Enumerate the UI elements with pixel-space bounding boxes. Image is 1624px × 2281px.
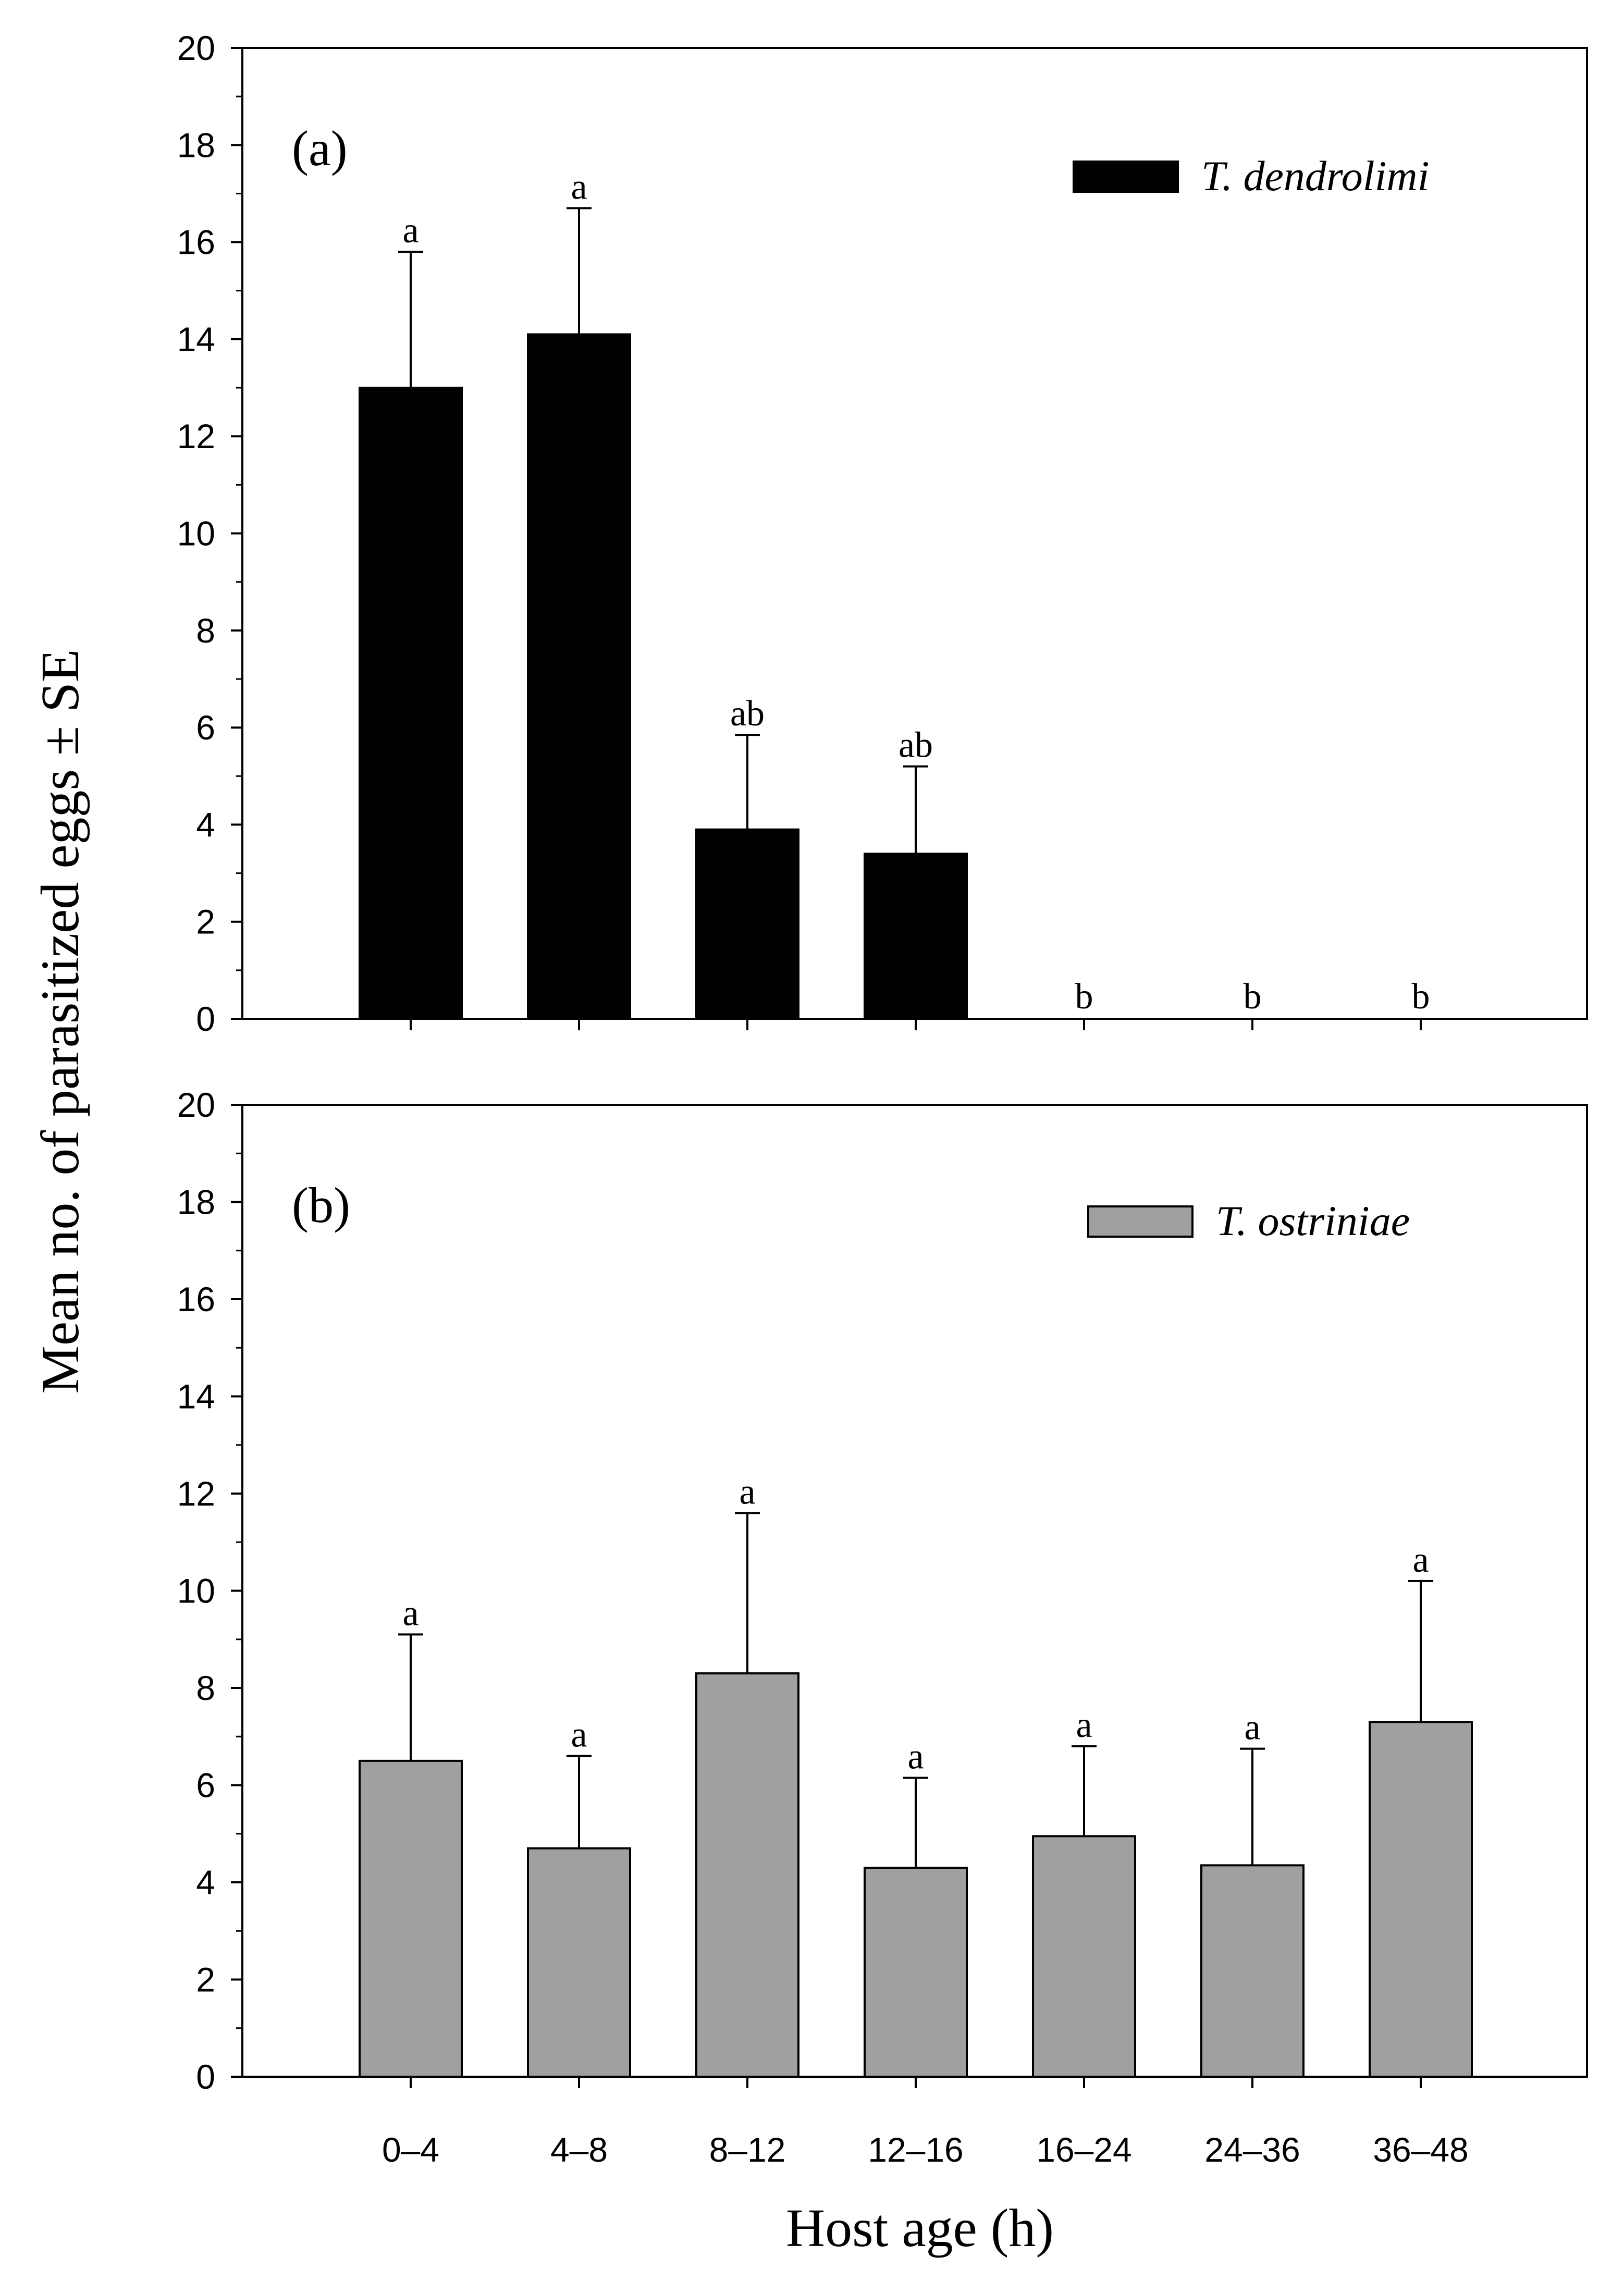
- panel-a: 0 2 4 6 8 10 12 14 16 18 20 a a ab ab b b b (a) T. dendroli…: [177, 29, 1588, 1038]
- y-tick-label-b-6: 12: [177, 1474, 215, 1513]
- x-tick-label-1: 4–8: [550, 2130, 608, 2169]
- y-tick-label-a-3: 6: [196, 708, 215, 747]
- x-tick-label-4: 16–24: [1036, 2130, 1132, 2169]
- legend-swatch-b: [1087, 1205, 1194, 1238]
- y-tick-label-a-6: 12: [177, 417, 215, 455]
- y-tick-label-a-0: 0: [196, 1000, 215, 1038]
- significance-letter-b-5: a: [1244, 1708, 1260, 1748]
- significance-letter-b-6: a: [1412, 1540, 1429, 1580]
- y-tick-label-b-0: 0: [196, 2057, 215, 2096]
- significance-letter-a-4: b: [1075, 977, 1093, 1017]
- significance-letter-a-1: a: [571, 167, 587, 207]
- significance-letter-a-0: a: [402, 211, 419, 251]
- panel-label-a: (a): [292, 120, 348, 176]
- y-tick-label-a-5: 10: [177, 514, 215, 553]
- y-tick-label-b-2: 4: [196, 1863, 215, 1902]
- x-tick-label-6: 36–48: [1373, 2130, 1469, 2169]
- y-tick-label-b-4: 8: [196, 1669, 215, 1707]
- bar-b-6: [1369, 1721, 1473, 2078]
- x-tick-label-0: 0–4: [382, 2130, 439, 2169]
- significance-letter-b-4: a: [1076, 1705, 1092, 1745]
- bar-a-1: [527, 333, 631, 1020]
- legend-swatch-a: [1073, 161, 1179, 193]
- y-tick-label-a-1: 2: [196, 903, 215, 941]
- y-tick-label-a-7: 14: [177, 320, 215, 359]
- bar-b-2: [695, 1672, 799, 2078]
- significance-letter-b-2: a: [739, 1472, 755, 1512]
- significance-letter-a-5: b: [1244, 977, 1262, 1017]
- significance-letter-a-2: ab: [730, 694, 765, 734]
- y-tick-label-b-10: 20: [177, 1086, 215, 1124]
- significance-letter-b-0: a: [402, 1593, 419, 1633]
- y-tick-label-a-9: 18: [177, 126, 215, 164]
- bar-b-5: [1200, 1864, 1305, 2078]
- legend-label-a: T. dendrolimi: [1201, 152, 1429, 200]
- bar-b-1: [527, 1847, 631, 2078]
- y-tick-label-b-9: 18: [177, 1183, 215, 1222]
- y-axis-title: Mean no. of parasitized eggs ± SE: [30, 649, 90, 1394]
- y-tick-label-a-2: 4: [196, 805, 215, 844]
- y-tick-label-b-5: 10: [177, 1572, 215, 1610]
- bar-b-3: [864, 1867, 968, 2078]
- y-tick-label-a-8: 16: [177, 223, 215, 262]
- y-tick-label-a-4: 8: [196, 611, 215, 650]
- x-tick-label-3: 12–16: [868, 2130, 964, 2169]
- bar-b-4: [1032, 1835, 1136, 2078]
- y-tick-label-b-3: 6: [196, 1766, 215, 1805]
- y-tick-label-b-8: 16: [177, 1280, 215, 1318]
- significance-letter-b-1: a: [571, 1715, 587, 1755]
- bar-b-0: [359, 1759, 463, 2078]
- legend-label-b: T. ostriniae: [1216, 1197, 1410, 1244]
- panel-label-b: (b): [292, 1177, 350, 1233]
- y-tick-label-a-10: 20: [177, 29, 215, 67]
- bar-a-0: [359, 387, 463, 1020]
- panel-b: 0 2 4 6 8 10 12 14 16 18 20 a 0–4 a 4–8 a 8–12 a 12–16 a 16–…: [177, 1086, 1588, 2169]
- y-tick-label-b-1: 2: [196, 1961, 215, 1999]
- y-tick-label-b-7: 14: [177, 1377, 215, 1416]
- significance-letter-a-6: b: [1412, 977, 1430, 1017]
- significance-letter-b-3: a: [907, 1737, 924, 1777]
- x-axis-title: Host age (h): [786, 2198, 1054, 2258]
- significance-letter-a-3: ab: [899, 725, 933, 766]
- bar-a-3: [864, 853, 968, 1020]
- x-tick-label-2: 8–12: [709, 2130, 786, 2169]
- x-tick-label-5: 24–36: [1204, 2130, 1300, 2169]
- bar-a-2: [695, 828, 799, 1020]
